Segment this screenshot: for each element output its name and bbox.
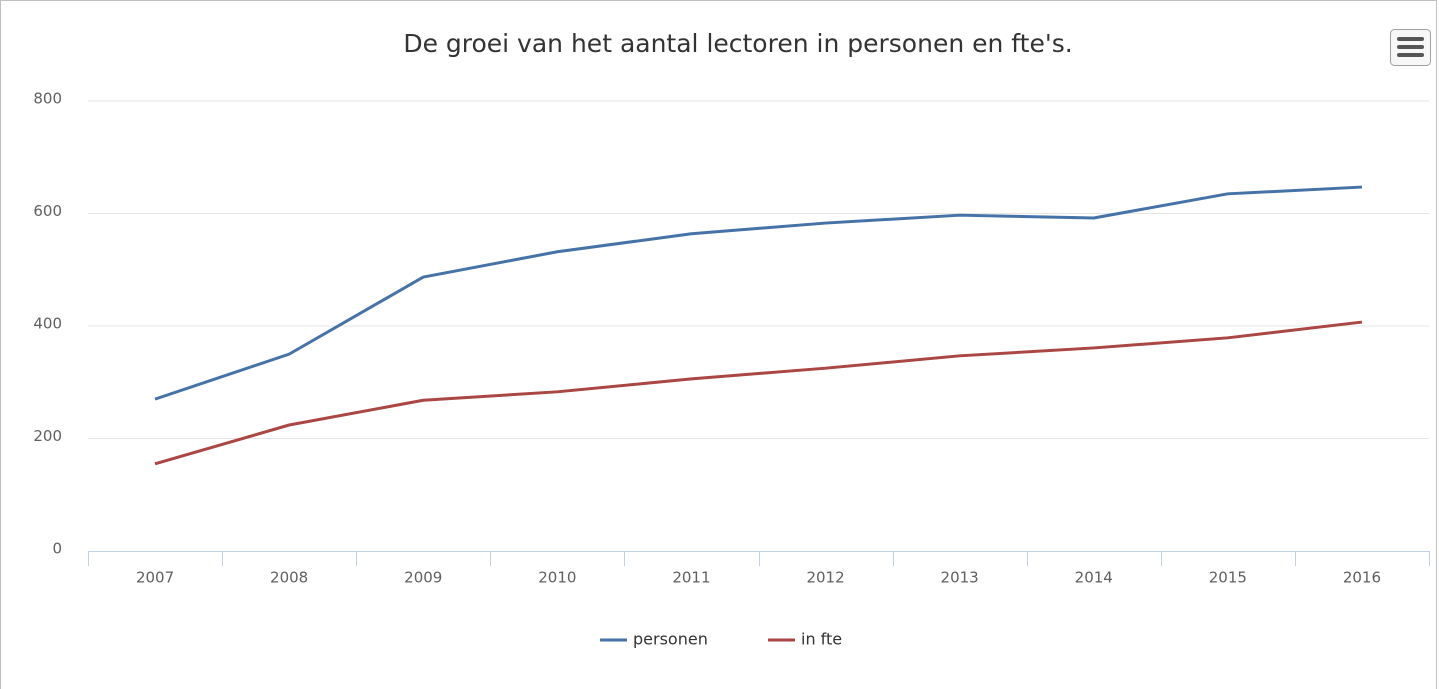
y-tick-label: 600: [33, 202, 62, 220]
chart-title: De groei van het aantal lectoren in pers…: [403, 29, 1072, 58]
x-tick-label: 2016: [1343, 569, 1381, 587]
y-tick-label: 0: [52, 540, 62, 558]
x-tick-label: 2013: [941, 569, 979, 587]
x-tick-label: 2012: [806, 569, 844, 587]
x-tick-label: 2009: [404, 569, 442, 587]
series-line: [154, 185, 1363, 401]
legend-label: in fte: [801, 630, 842, 649]
x-tick-label: 2011: [672, 569, 710, 587]
y-tick-label: 800: [33, 90, 62, 108]
legend-label: personen: [633, 630, 708, 649]
y-tick-label: 400: [33, 315, 62, 333]
y-tick-label: 200: [33, 427, 62, 445]
series-line: [154, 320, 1363, 466]
x-tick-label: 2007: [136, 569, 174, 587]
menu-button[interactable]: [1390, 29, 1431, 66]
x-tick-label: 2014: [1075, 569, 1113, 587]
x-tick-label: 2008: [270, 569, 308, 587]
x-tick-label: 2015: [1209, 569, 1247, 587]
x-tick-label: 2010: [538, 569, 576, 587]
